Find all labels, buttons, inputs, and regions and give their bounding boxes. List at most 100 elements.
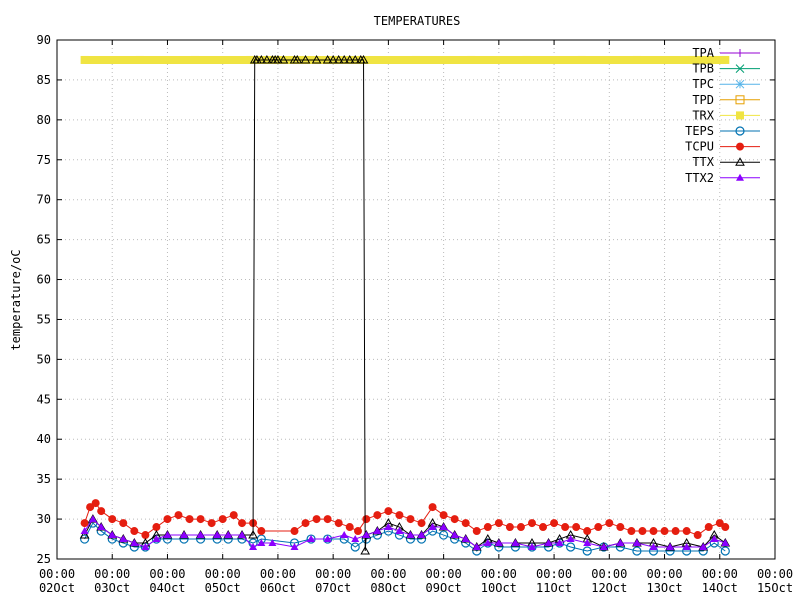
legend-item-ttx: TTX <box>692 155 760 169</box>
data-point <box>257 539 266 547</box>
data-point <box>483 523 492 532</box>
data-point <box>238 519 247 528</box>
data-point <box>119 535 128 543</box>
x-tick-time-label: 00:00 <box>94 567 130 581</box>
legend-item-tpd: TPD <box>692 93 760 107</box>
y-tick-label: 70 <box>37 193 51 207</box>
data-point <box>350 54 361 64</box>
plot-frame <box>56 39 776 560</box>
series-line <box>84 518 726 548</box>
data-point <box>174 511 183 520</box>
data-point <box>238 531 247 539</box>
legend-label: TTX2 <box>685 171 714 185</box>
data-point <box>736 49 744 57</box>
data-point <box>152 523 161 532</box>
data-point <box>339 54 350 64</box>
data-point <box>505 523 514 532</box>
grid <box>57 40 775 559</box>
data-point <box>97 507 106 516</box>
data-point <box>257 527 266 536</box>
data-point <box>185 515 194 524</box>
x-tick-time-label: 00:00 <box>370 567 406 581</box>
data-point <box>561 523 570 532</box>
data-point <box>527 519 536 528</box>
data-point <box>196 531 205 539</box>
data-point <box>417 519 426 528</box>
y-tick-label: 60 <box>37 273 51 287</box>
data-point <box>328 54 339 64</box>
x-tick-date-label: 05Oct <box>205 581 241 595</box>
data-point <box>467 55 476 64</box>
data-point <box>735 95 745 105</box>
data-point <box>550 519 559 528</box>
data-point <box>720 546 730 556</box>
legend-item-tpc: TPC <box>692 77 760 91</box>
data-point <box>721 55 730 64</box>
x-tick-time-label: 00:00 <box>205 567 241 581</box>
data-point <box>632 539 641 547</box>
data-point <box>301 519 310 528</box>
x-tick-time-label: 00:00 <box>39 567 75 581</box>
data-point <box>671 527 680 536</box>
data-point <box>461 519 470 528</box>
legend-label: TCPU <box>685 140 714 154</box>
x-tick-time-label: 00:00 <box>481 567 517 581</box>
data-point <box>307 535 316 543</box>
x-tick-time-label: 00:00 <box>260 567 296 581</box>
data-point <box>273 54 283 64</box>
x-tick-date-label: 14Oct <box>702 581 738 595</box>
data-point <box>616 539 625 547</box>
data-point <box>594 523 603 532</box>
y-tick-label: 55 <box>37 312 51 326</box>
data-point <box>79 530 90 539</box>
data-point <box>735 64 745 73</box>
legend-item-ttx2: TTX2 <box>685 171 760 185</box>
x-tick-time-label: 00:00 <box>149 567 185 581</box>
data-point <box>300 54 311 64</box>
data-point <box>218 515 227 524</box>
data-point <box>262 54 272 64</box>
y-tick-label: 35 <box>37 472 51 486</box>
data-point <box>583 539 592 547</box>
data-point <box>213 531 222 539</box>
data-point <box>80 527 89 535</box>
data-point <box>736 111 744 120</box>
x-tick-date-label: 13Oct <box>646 581 682 595</box>
legend-label: TRX <box>692 108 714 122</box>
x-tick-date-label: 12Oct <box>591 581 627 595</box>
data-point <box>80 55 89 64</box>
data-point <box>649 527 658 536</box>
data-point <box>323 515 332 524</box>
data-point <box>108 515 117 524</box>
legend-label: TPB <box>692 62 714 76</box>
legend-item-teps: TEPS <box>685 124 760 138</box>
y-tick-label: 85 <box>37 73 51 87</box>
data-point <box>406 515 415 524</box>
data-point <box>229 511 238 520</box>
data-point <box>472 527 481 536</box>
data-point <box>249 543 258 551</box>
data-point <box>682 527 691 536</box>
data-point <box>450 531 459 539</box>
data-point <box>483 539 492 547</box>
x-tick-date-label: 06Oct <box>260 581 296 595</box>
chart-title: TEMPERATURES <box>374 14 461 28</box>
data-point <box>566 535 575 543</box>
data-point <box>494 539 503 547</box>
data-point <box>88 515 97 523</box>
data-point <box>566 542 576 552</box>
x-tick-time-label: 00:00 <box>426 567 462 581</box>
data-point <box>516 523 525 532</box>
data-point <box>682 543 691 551</box>
x-tick-date-label: 10Oct <box>481 581 517 595</box>
data-point <box>323 535 332 543</box>
data-point <box>130 527 139 536</box>
data-point <box>290 543 299 551</box>
data-point <box>191 55 200 64</box>
legend-label: TTX <box>692 155 714 169</box>
x-tick-time-label: 00:00 <box>536 567 572 581</box>
y-tick-label: 50 <box>37 352 51 366</box>
y-tick-label: 90 <box>37 33 51 47</box>
data-point <box>163 515 172 524</box>
